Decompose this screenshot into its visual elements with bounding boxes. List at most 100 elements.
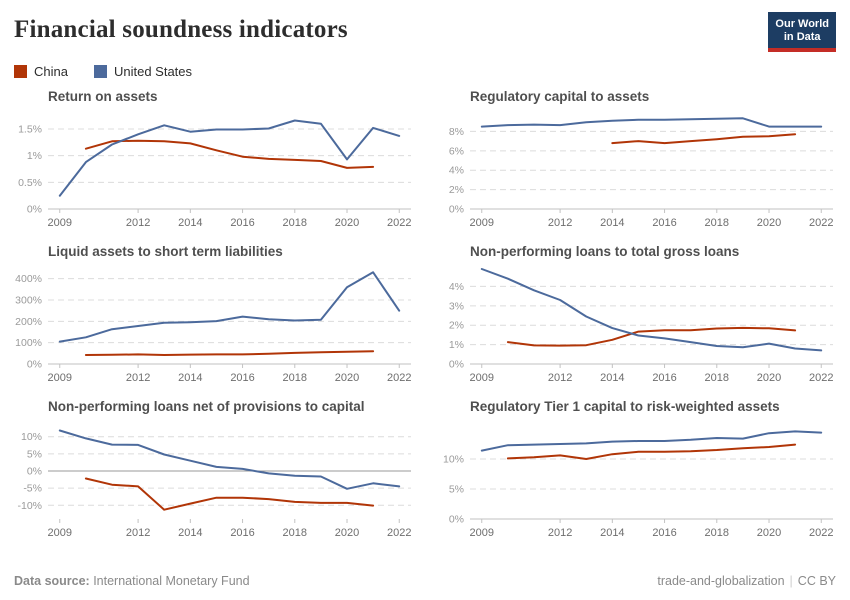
x-tick-label: 2020: [757, 527, 781, 539]
y-tick-label: 0%: [27, 359, 42, 371]
chart-panel-npl-gross-loans: Non-performing loans to total gross loan…: [436, 244, 836, 394]
line-chart-canvas: 0% 2% 4% 6% 8% 2009 2012 2014 2016 2018 2020 2022: [449, 117, 833, 229]
x-tick-label: 2020: [757, 372, 781, 384]
x-tick-label: 2022: [809, 217, 833, 229]
header: Financial soundness indicators Our World…: [14, 12, 836, 53]
y-tick-label: 200%: [15, 316, 42, 328]
series-line-china: [506, 443, 797, 461]
x-tick-label: 2014: [600, 217, 624, 229]
chart-panel-return-on-assets: Return on assets 0% 0.5% 1% 1.5% 2009 2012 201…: [14, 89, 414, 239]
x-tick-label: 2009: [48, 527, 72, 539]
x-tick-label: 2016: [230, 372, 254, 384]
y-tick-label: 10%: [21, 432, 42, 444]
series-line-china: [84, 477, 375, 512]
x-tick-label: 2012: [548, 372, 572, 384]
x-tick-label: 2022: [387, 217, 411, 229]
x-tick-label: 2018: [283, 217, 307, 229]
x-tick-label: 2012: [548, 217, 572, 229]
x-tick-label: 2022: [387, 527, 411, 539]
y-tick-label: 4%: [449, 281, 464, 293]
x-tick-label: 2014: [178, 217, 202, 229]
line-chart-canvas: 0% 1% 2% 3% 4% 2009 2012 2014 2016 2018 2020 2022: [449, 268, 833, 384]
line-chart-canvas: -10% -5% 0% 5% 10% 2009 2012 2014 2016 2018 2020 20…: [17, 429, 411, 539]
y-tick-label: 1.5%: [18, 124, 42, 136]
x-tick-label: 2009: [470, 372, 494, 384]
y-tick-label: 8%: [449, 126, 464, 138]
series-line-united-states: [480, 117, 823, 128]
y-tick-label: 0%: [449, 359, 464, 371]
y-tick-label: 100%: [15, 338, 42, 350]
legend: China United States: [14, 64, 836, 79]
x-tick-label: 2009: [48, 372, 72, 384]
chart-panel-tier1-capital: Regulatory Tier 1 capital to risk-weight…: [436, 399, 836, 549]
x-tick-label: 2020: [757, 217, 781, 229]
y-tick-label: 10%: [443, 454, 464, 466]
y-tick-label: 3%: [449, 301, 464, 313]
line-chart-canvas: 0% 0.5% 1% 1.5% 2009 2012 2014 2016 2018 2020 2022: [18, 119, 411, 229]
series-line-united-states: [58, 429, 401, 491]
y-tick-label: 0.5%: [18, 177, 42, 189]
x-tick-label: 2012: [126, 372, 150, 384]
x-tick-label: 2018: [283, 527, 307, 539]
footer-right: trade-and-globalization | CC BY: [657, 574, 836, 588]
chart-title: Regulatory Tier 1 capital to risk-weight…: [470, 399, 780, 415]
china-swatch: [14, 65, 27, 79]
chart-title: Non-performing loans net of provisions t…: [48, 399, 365, 415]
x-tick-label: 2016: [230, 217, 254, 229]
x-tick-label: 2020: [335, 372, 359, 384]
data-source-value: International Monetary Fund: [89, 574, 250, 588]
owid-logo-line2: in Data: [783, 31, 821, 44]
charts-grid: Return on assets 0% 0.5% 1% 1.5% 2009 2012 201…: [14, 89, 836, 549]
y-tick-label: 1%: [449, 339, 464, 351]
series-line-china: [506, 327, 797, 347]
line-chart-canvas: 0% 100% 200% 300% 400% 2009 2012 2014 2016 2018 20…: [15, 271, 411, 384]
chart-slug: trade-and-globalization: [657, 574, 785, 588]
legend-label-china: China: [34, 64, 68, 80]
footer-separator: |: [789, 574, 793, 588]
x-tick-label: 2018: [705, 372, 729, 384]
data-source: Data source: International Monetary Fund: [14, 574, 250, 588]
y-tick-label: 0%: [449, 204, 464, 216]
data-source-label: Data source:: [14, 574, 90, 588]
y-tick-label: 5%: [449, 484, 464, 496]
page-title: Financial soundness indicators: [14, 16, 348, 43]
x-tick-label: 2022: [809, 527, 833, 539]
x-tick-label: 2014: [600, 372, 624, 384]
y-tick-label: 0%: [27, 466, 42, 478]
y-tick-label: 5%: [27, 449, 42, 461]
owid-logo: Our World in Data: [768, 12, 836, 53]
y-tick-label: 6%: [449, 146, 464, 158]
x-tick-label: 2020: [335, 527, 359, 539]
y-tick-label: 400%: [15, 274, 42, 286]
x-tick-label: 2020: [335, 217, 359, 229]
y-tick-label: 4%: [449, 165, 464, 177]
x-tick-label: 2009: [48, 217, 72, 229]
x-tick-label: 2016: [652, 527, 676, 539]
x-tick-label: 2022: [387, 372, 411, 384]
y-tick-label: 1%: [27, 151, 42, 163]
x-tick-label: 2014: [600, 527, 624, 539]
line-chart-canvas: 0% 5% 10% 2009 2012 2014 2016 2018 2020 2022: [443, 430, 833, 539]
series-line-united-states: [480, 430, 823, 452]
chart-title: Return on assets: [48, 89, 158, 105]
chart-panel-npl-net-provisions: Non-performing loans net of provisions t…: [14, 399, 414, 549]
license-label: CC BY: [797, 574, 836, 588]
legend-label-united-states: United States: [113, 64, 193, 80]
united-states-swatch: [93, 65, 107, 79]
y-tick-label: -5%: [23, 483, 42, 495]
series-line-china: [611, 133, 797, 145]
x-tick-label: 2009: [470, 217, 494, 229]
x-tick-label: 2014: [178, 372, 202, 384]
series-line-china: [84, 350, 375, 357]
legend-item-china: China: [14, 64, 68, 79]
legend-item-united-states: United States: [93, 64, 193, 80]
series-line-united-states: [58, 271, 401, 343]
x-tick-label: 2016: [652, 217, 676, 229]
y-tick-label: -10%: [17, 500, 42, 512]
chart-panel-liquid-assets: Liquid assets to short term liabilities …: [14, 244, 414, 394]
x-tick-label: 2018: [283, 372, 307, 384]
owid-logo-line1: Our World: [775, 18, 829, 30]
x-tick-label: 2012: [548, 527, 572, 539]
series-line-united-states: [480, 268, 823, 352]
